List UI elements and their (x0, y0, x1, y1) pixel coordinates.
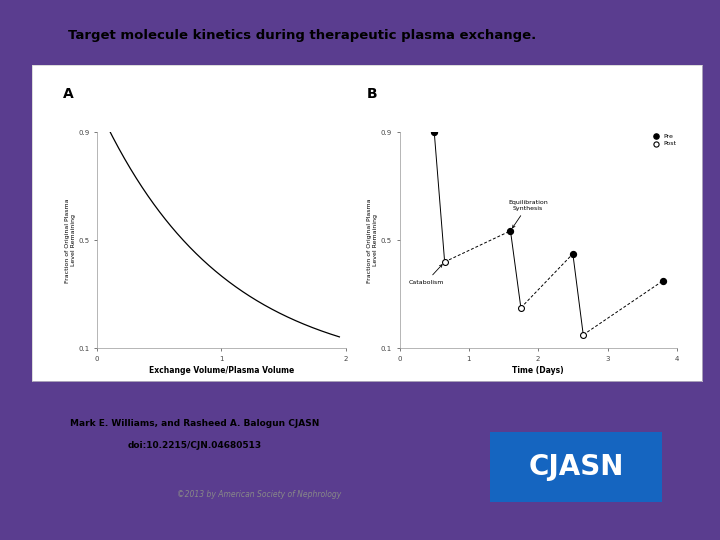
Text: CJASN: CJASN (528, 453, 624, 481)
Text: ©2013 by American Society of Nephrology: ©2013 by American Society of Nephrology (177, 490, 341, 498)
Text: Mark E. Williams, and Rasheed A. Balogun CJASN: Mark E. Williams, and Rasheed A. Balogun… (70, 420, 319, 428)
Text: Target molecule kinetics during therapeutic plasma exchange.: Target molecule kinetics during therapeu… (68, 29, 536, 42)
Y-axis label: Fraction of Original Plasma
Level Remaining: Fraction of Original Plasma Level Remain… (65, 198, 76, 282)
Point (428, 128, 440, 137)
Text: doi:10.2215/CJN.04680513: doi:10.2215/CJN.04680513 (127, 441, 261, 450)
Point (515, 303, 526, 312)
Legend: Pre, Post: Pre, Post (647, 131, 679, 148)
Text: Equilibration
Synthesis: Equilibration Synthesis (508, 200, 548, 228)
Text: B: B (367, 87, 378, 101)
Point (657, 276, 669, 285)
Point (577, 330, 589, 339)
Point (567, 249, 579, 258)
Point (439, 258, 451, 266)
Point (505, 227, 516, 235)
Y-axis label: Fraction of Original Plasma
Level Remaining: Fraction of Original Plasma Level Remain… (367, 198, 378, 282)
Text: Catabolism: Catabolism (408, 265, 444, 285)
Text: A: A (63, 87, 73, 101)
X-axis label: Exchange Volume/Plasma Volume: Exchange Volume/Plasma Volume (149, 366, 294, 375)
X-axis label: Time (Days): Time (Days) (513, 366, 564, 375)
